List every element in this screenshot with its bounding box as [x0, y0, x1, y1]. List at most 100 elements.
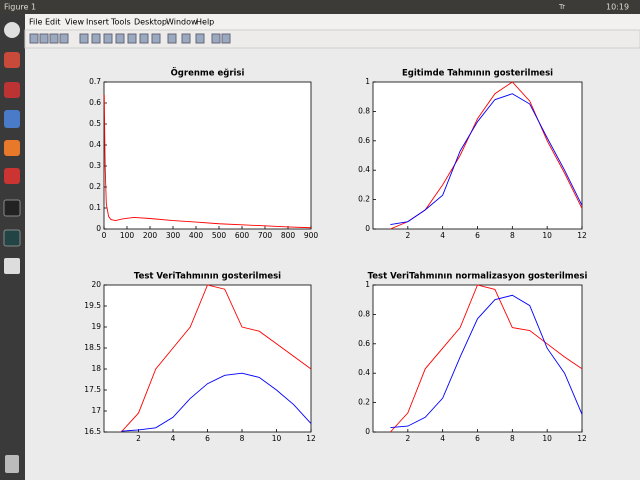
chart-title: Test VeriTahmının gosterilmesi: [134, 272, 281, 282]
x-tick-label: 12: [306, 434, 316, 443]
toolbar-button[interactable]: [211, 33, 221, 44]
toolbar-button[interactable]: [139, 33, 149, 44]
y-tick-label: 17: [91, 406, 101, 415]
menu-bar: [25, 14, 640, 30]
y-tick-label: 0.3: [89, 161, 101, 170]
x-tick-label: 12: [577, 434, 587, 443]
data-line: [390, 93, 583, 226]
x-tick-label: 800: [281, 231, 296, 240]
menu-item[interactable]: Desktop: [134, 18, 167, 27]
y-tick-label: 0.2: [358, 398, 370, 407]
x-tick-label: 12: [577, 231, 587, 240]
clock[interactable]: 10:19: [606, 3, 629, 12]
toolbar-button[interactable]: [79, 33, 89, 44]
toolbar-button[interactable]: [39, 33, 49, 44]
x-tick-label: 100: [120, 231, 135, 240]
toolbar-button[interactable]: [91, 33, 101, 44]
x-tick-label: 400: [189, 231, 204, 240]
x-tick-label: 8: [510, 434, 515, 443]
x-tick-label: 0: [102, 231, 107, 240]
x-tick-label: 6: [205, 434, 210, 443]
data-line: [103, 94, 312, 229]
y-tick-label: 0.8: [358, 106, 370, 115]
chart-title: Egitimde Tahmının gosterilmesi: [402, 69, 553, 79]
x-tick-label: 700: [258, 231, 273, 240]
toolbar-button[interactable]: [29, 33, 39, 44]
x-tick-label: 200: [143, 231, 158, 240]
y-tick-label: 19: [91, 322, 101, 331]
x-tick-label: 4: [440, 231, 445, 240]
x-tick-label: 4: [171, 434, 176, 443]
x-tick-label: 8: [510, 231, 515, 240]
y-tick-label: 0.8: [358, 309, 370, 318]
y-tick-label: 0.4: [89, 140, 101, 149]
data-line: [390, 284, 583, 433]
y-tick-label: 19.5: [84, 301, 101, 310]
y-tick-label: 0.5: [89, 119, 101, 128]
toolbar-button[interactable]: [59, 33, 69, 44]
data-line: [121, 372, 312, 432]
y-tick-label: 0.6: [358, 136, 370, 145]
toolbar-buttons[interactable]: [29, 33, 231, 44]
chart-title: Test VeriTahmının normalizasyon gosteril…: [368, 272, 588, 282]
top-panel: [0, 0, 640, 14]
indicator[interactable]: Tr: [558, 3, 565, 11]
x-tick-label: 2: [405, 231, 410, 240]
y-tick-label: 0: [365, 224, 370, 233]
x-tick-label: 300: [166, 231, 181, 240]
toolbar-button[interactable]: [151, 33, 161, 44]
y-tick-label: 0.6: [89, 98, 101, 107]
y-tick-label: 0.4: [358, 368, 370, 377]
y-tick-label: 0.4: [358, 165, 370, 174]
y-tick-label: 18.5: [84, 343, 101, 352]
y-tick-label: 20: [91, 280, 101, 289]
axes: [103, 81, 312, 230]
y-tick-label: 0: [365, 427, 370, 436]
toolbar-button[interactable]: [181, 33, 191, 44]
y-tick-label: 17.5: [84, 385, 101, 394]
chart-title: Ögrenme eğrisi: [171, 68, 245, 79]
y-tick-label: 16.5: [84, 427, 101, 436]
toolbar-button[interactable]: [195, 33, 205, 44]
y-tick-label: 0.6: [358, 339, 370, 348]
axes: [372, 284, 583, 433]
toolbar: [24, 29, 640, 49]
y-tick-label: 0: [96, 224, 101, 233]
x-tick-label: 10: [542, 434, 552, 443]
x-tick-label: 4: [440, 434, 445, 443]
y-tick-label: 1: [365, 77, 370, 86]
axes: [372, 81, 583, 230]
toolbar-button[interactable]: [167, 33, 177, 44]
x-tick-label: 500: [212, 231, 227, 240]
x-tick-label: 2: [136, 434, 141, 443]
axes: [103, 284, 312, 433]
menu-item[interactable]: Edit: [45, 18, 61, 27]
menu-item[interactable]: View: [65, 18, 84, 27]
toolbar-button[interactable]: [221, 33, 231, 44]
menu-item[interactable]: Window: [166, 18, 198, 27]
x-tick-label: 10: [542, 231, 552, 240]
menu-item[interactable]: Tools: [110, 18, 131, 27]
menu-item[interactable]: Help: [196, 18, 214, 27]
toolbar-button[interactable]: [49, 33, 59, 44]
window-title: Figure 1: [4, 3, 36, 12]
y-tick-label: 0.1: [89, 203, 101, 212]
toolbar-button[interactable]: [127, 33, 137, 44]
menu-item[interactable]: File: [29, 18, 42, 27]
menu-item[interactable]: Insert: [86, 18, 109, 27]
x-tick-label: 10: [272, 434, 282, 443]
toolbar-button[interactable]: [103, 33, 113, 44]
data-line: [120, 284, 312, 433]
y-tick-label: 18: [91, 364, 101, 373]
launcher-icons[interactable]: [3, 22, 21, 473]
x-tick-label: 6: [475, 231, 480, 240]
x-tick-label: 900: [304, 231, 319, 240]
x-tick-label: 6: [475, 434, 480, 443]
y-tick-label: 0.2: [89, 182, 101, 191]
x-tick-label: 600: [235, 231, 250, 240]
x-tick-label: 2: [405, 434, 410, 443]
toolbar-button[interactable]: [115, 33, 125, 44]
y-tick-label: 1: [365, 280, 370, 289]
